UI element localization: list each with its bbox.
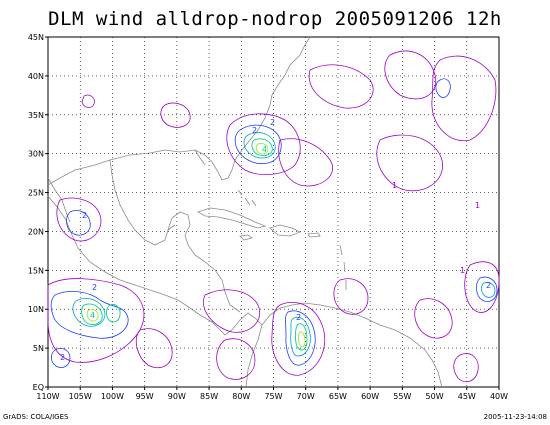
contour-level-5 bbox=[86, 143, 306, 348]
contour-label: 2 bbox=[270, 118, 275, 127]
lat-tick-label: 15N bbox=[28, 266, 44, 275]
contour-label: 2 bbox=[296, 313, 301, 322]
contour-label: 1 bbox=[460, 266, 465, 275]
contour-labels: 2 2 4 2 2 4 2 2 1 1 2 1 bbox=[60, 118, 491, 362]
lon-tick-label: 65W bbox=[329, 392, 347, 401]
lon-tick-label: 70W bbox=[297, 392, 315, 401]
lat-tick-label: 30N bbox=[28, 150, 44, 159]
lon-tick-label: 105W bbox=[69, 392, 92, 401]
contour-label: 1 bbox=[392, 181, 397, 190]
lon-tick-label: 75W bbox=[264, 392, 282, 401]
lon-tick-label: 55W bbox=[393, 392, 411, 401]
lon-tick-label: 95W bbox=[136, 392, 154, 401]
contour-level-2 bbox=[50, 78, 498, 368]
coastlines bbox=[47, 36, 443, 388]
lat-tick-label: 10N bbox=[28, 305, 44, 314]
contour-label: 4 bbox=[90, 311, 95, 320]
contour-label: 2 bbox=[60, 353, 65, 362]
lon-tick-label: 60W bbox=[361, 392, 379, 401]
contour-label: 4 bbox=[262, 145, 267, 154]
map-title: DLM wind alldrop-nodrop 2005091206 12h bbox=[48, 8, 502, 30]
lon-tick-label: 90W bbox=[168, 392, 186, 401]
lat-tick-label: EQ bbox=[33, 383, 44, 392]
contour-label: 1 bbox=[475, 201, 480, 210]
lat-tick-label: 5N bbox=[33, 344, 44, 353]
contour-label: 2 bbox=[92, 283, 97, 292]
contour-label: 2 bbox=[82, 211, 87, 220]
contour-label: 2 bbox=[252, 126, 257, 135]
lat-tick-label: 40N bbox=[28, 72, 44, 81]
contour-level-1 bbox=[47, 50, 500, 383]
lat-tick-label: 45N bbox=[28, 33, 44, 42]
lon-tick-label: 80W bbox=[232, 392, 250, 401]
axis-ticks: 110W 105W 100W 95W 90W 85W 80W 75W 70W 65W 60W 55W 5… bbox=[28, 33, 508, 401]
contour-level-3 bbox=[72, 132, 496, 357]
grid-lines bbox=[48, 37, 499, 387]
lon-tick-label: 85W bbox=[200, 392, 218, 401]
lon-tick-label: 40W bbox=[490, 392, 508, 401]
footer-timestamp: 2005-11-23-14:08 bbox=[483, 413, 547, 421]
footer-credit: GrADS: COLA/IGES bbox=[3, 413, 69, 421]
lon-tick-label: 100W bbox=[101, 392, 124, 401]
lat-tick-label: 35N bbox=[28, 111, 44, 120]
lat-tick-label: 25N bbox=[28, 189, 44, 198]
lat-tick-label: 20N bbox=[28, 227, 44, 236]
contour-label: 2 bbox=[486, 281, 491, 290]
lon-tick-label: 45W bbox=[458, 392, 476, 401]
contour-level-4 bbox=[81, 138, 308, 351]
lon-tick-label: 110W bbox=[36, 392, 59, 401]
lon-tick-label: 50W bbox=[426, 392, 444, 401]
